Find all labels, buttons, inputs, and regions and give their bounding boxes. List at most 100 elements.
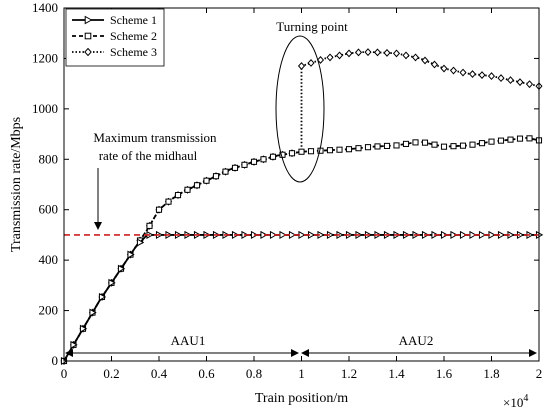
- x-tick-label: 1: [298, 366, 305, 381]
- data-point-triangle-right: [127, 250, 135, 259]
- data-point-square: [450, 143, 457, 150]
- data-point-square: [364, 144, 372, 151]
- data-point-square: [298, 148, 305, 155]
- data-point-square: [516, 135, 524, 142]
- data-point-square: [497, 137, 505, 144]
- legend-box: [65, 8, 165, 67]
- data-point-diamond: [84, 47, 92, 57]
- data-point-square: [155, 206, 163, 213]
- data-point-diamond: [373, 48, 382, 57]
- data-point-square: [336, 146, 343, 153]
- data-point-square: [269, 153, 277, 160]
- series-line: [63, 234, 539, 362]
- x-tick-label: 0.6: [198, 366, 215, 381]
- series-layer: [60, 48, 544, 366]
- data-point-square: [326, 147, 334, 154]
- x-tick-label: 2: [536, 366, 543, 381]
- data-point-square: [250, 158, 258, 165]
- data-point-square: [231, 164, 239, 171]
- data-point-triangle-right: [260, 230, 268, 239]
- y-tick-label: 600: [39, 202, 59, 217]
- data-point-triangle-right: [117, 264, 126, 273]
- data-point-diamond: [478, 71, 486, 80]
- data-point-square: [393, 142, 400, 149]
- aau2-label: AAU2: [399, 333, 434, 348]
- x-tick-label: 1.6: [436, 366, 453, 381]
- y-tick-label: 1000: [32, 101, 58, 116]
- data-point-diamond: [516, 78, 524, 87]
- data-point-square: [174, 192, 182, 199]
- y-tick-label: 1400: [32, 0, 58, 15]
- data-point-diamond: [506, 76, 515, 85]
- data-point-square: [440, 143, 448, 150]
- data-point-diamond: [430, 60, 439, 69]
- series-line: [63, 51, 540, 362]
- x-tick-label: 1.2: [341, 366, 357, 381]
- series-line: [63, 136, 540, 362]
- x-axis-multiplier: ×104: [503, 393, 528, 410]
- data-point-diamond: [364, 48, 372, 57]
- data-point-triangle-right: [459, 230, 468, 239]
- data-point-diamond: [335, 51, 344, 60]
- data-point-diamond: [383, 48, 391, 57]
- midhaul-label-line2: rate of the midhaul: [99, 148, 198, 163]
- data-point-square: [345, 146, 353, 153]
- data-point-square: [260, 156, 267, 163]
- turning-point-label: Turning point: [276, 19, 348, 34]
- data-point-square: [402, 140, 410, 147]
- data-point-diamond: [468, 70, 477, 79]
- x-axis-multiplier-exponent: 4: [523, 393, 528, 404]
- x-tick-label: 0.8: [246, 366, 262, 381]
- data-point-diamond: [326, 53, 334, 62]
- data-point-diamond: [392, 49, 401, 58]
- legend-label: Scheme 3: [110, 45, 157, 59]
- data-point-square: [165, 198, 172, 205]
- data-point-square: [412, 139, 419, 146]
- data-point-diamond: [497, 74, 505, 83]
- data-point-square: [383, 142, 391, 149]
- legend-label: Scheme 1: [110, 13, 157, 27]
- data-point-diamond: [411, 53, 420, 62]
- x-axis-multiplier-base: ×10: [503, 395, 523, 410]
- data-point-square: [212, 173, 220, 180]
- data-point-square: [203, 177, 210, 184]
- y-tick-label: 0: [52, 353, 59, 368]
- y-tick-label: 800: [39, 151, 59, 166]
- data-point-diamond: [345, 49, 353, 58]
- x-axis-title: Train position/m: [255, 391, 348, 406]
- x-tick-label: 1.8: [483, 366, 499, 381]
- data-point-square: [355, 145, 362, 152]
- data-point-diamond: [421, 56, 429, 65]
- x-tick-label: 0: [61, 366, 68, 381]
- data-point-diamond: [440, 64, 448, 73]
- y-tick-label: 200: [39, 303, 59, 318]
- data-point-square: [184, 186, 191, 193]
- data-point-triangle-right: [450, 230, 458, 239]
- data-point-square: [507, 136, 514, 143]
- x-tick-label: 0.4: [151, 366, 168, 381]
- data-point-triangle-right: [98, 292, 107, 302]
- data-point-diamond: [316, 55, 325, 64]
- data-point-diamond: [402, 51, 410, 60]
- tick-layer: 0 0.2 0.4 0.6 0.8 1 1.2 1.4 1.6 1.8 2 0 200 400 600 800…: [32, 0, 542, 381]
- series-scheme-3: [60, 48, 543, 365]
- data-point-square: [288, 150, 296, 157]
- data-point-diamond: [307, 59, 315, 67]
- data-point-square: [459, 142, 467, 149]
- legend-label: Scheme 2: [110, 29, 157, 43]
- x-tick-label: 0.2: [103, 366, 119, 381]
- data-point-triangle-right: [89, 308, 97, 317]
- data-point-square: [222, 168, 229, 175]
- data-point-triangle-right: [108, 278, 116, 287]
- data-point-square: [84, 32, 92, 40]
- data-point-diamond: [354, 48, 363, 57]
- turning-point-ellipse: [275, 35, 325, 183]
- y-tick-label: 400: [39, 252, 59, 267]
- data-point-square: [469, 141, 476, 148]
- data-point-square: [307, 148, 315, 155]
- series-scheme-1: [60, 230, 544, 366]
- aau1-label: AAU1: [171, 333, 206, 348]
- midhaul-label-line1: Maximum transmission: [93, 130, 217, 145]
